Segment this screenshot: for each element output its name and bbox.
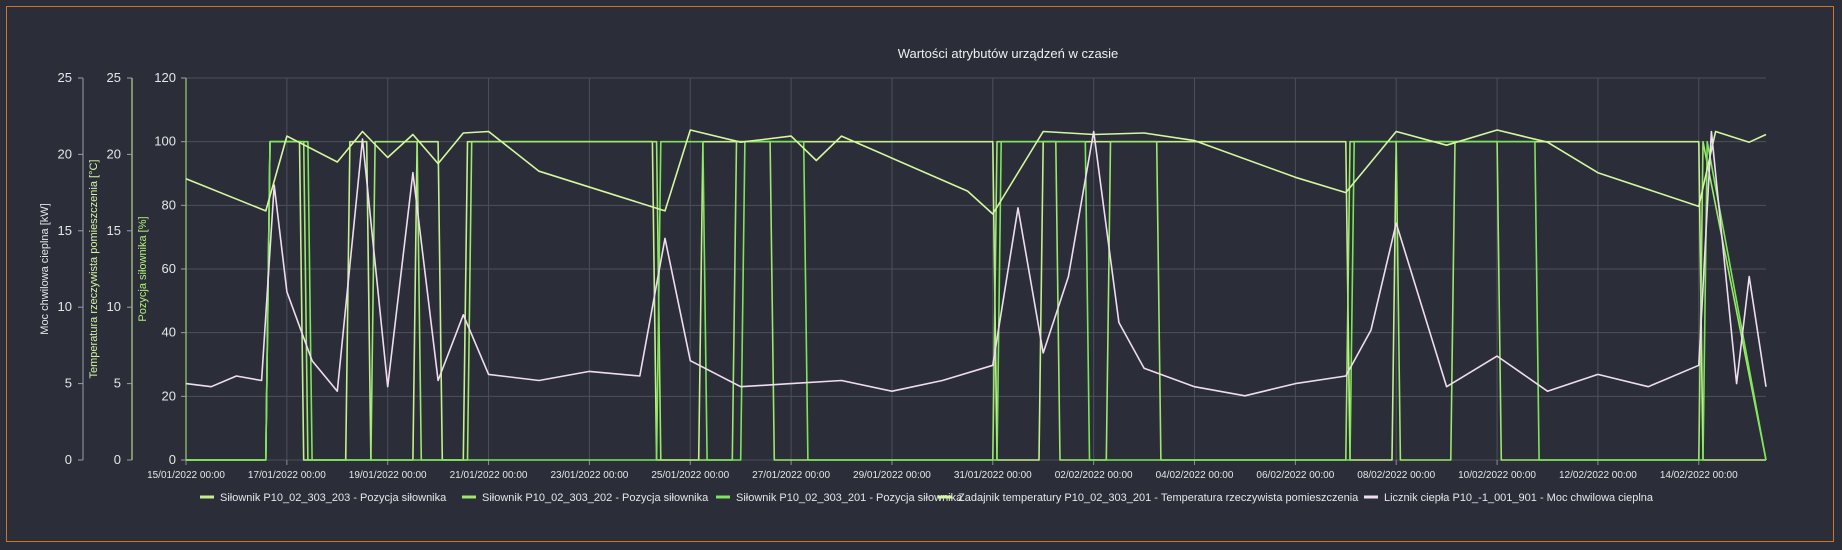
y-axis-title-temp: Temperatura rzeczywista pomieszczenia [°… — [88, 160, 100, 379]
series-line-0 — [186, 140, 1766, 461]
y-tick-label-pos-1: 20 — [162, 388, 176, 403]
series-line-1 — [186, 140, 1767, 461]
y-tick-label-power-0: 0 — [65, 452, 72, 467]
x-tick-label-6: 27/01/2022 00:00 — [752, 470, 830, 481]
legend-item-1[interactable]: Siłownik P10_02_303_202 - Pozycja siłown… — [462, 492, 709, 504]
x-tick-label-0: 15/01/2022 00:00 — [147, 470, 225, 481]
y-tick-label-pos-6: 120 — [154, 70, 176, 85]
y-tick-label-temp-0: 0 — [114, 452, 121, 467]
x-tick-label-15: 14/02/2022 00:00 — [1660, 470, 1738, 481]
y-tick-label-temp-2: 10 — [107, 299, 121, 314]
legend-item-3[interactable]: Zadajnik temperatury P10_02_303_201 - Te… — [938, 492, 1359, 504]
y-tick-label-temp-3: 15 — [107, 223, 121, 238]
legend: Siłownik P10_02_303_203 - Pozycja siłown… — [200, 492, 1654, 504]
x-tick-label-10: 04/02/2022 00:00 — [1156, 470, 1234, 481]
series-lines — [185, 129, 1767, 461]
legend-label-1: Siłownik P10_02_303_202 - Pozycja siłown… — [482, 492, 709, 504]
y-tick-label-power-4: 20 — [58, 146, 72, 161]
axes: 15/01/2022 00:00 17/01/2022 00:00 19/01/20… — [39, 70, 1738, 481]
legend-item-2[interactable]: Siłownik P10_02_303_201 - Pozycja siłown… — [716, 492, 963, 504]
y-tick-label-power-5: 25 — [58, 70, 72, 85]
chart-frame — [6, 6, 1834, 542]
y-tick-label-pos-2: 40 — [162, 325, 176, 340]
x-tick-label-5: 25/01/2022 00:00 — [651, 470, 729, 481]
legend-label-4: Licznik ciepła P10_-1_001_901 - Moc chwi… — [1384, 492, 1654, 504]
y-tick-label-pos-0: 0 — [169, 452, 176, 467]
y-tick-label-temp-1: 5 — [114, 376, 121, 391]
y-tick-label-power-1: 5 — [65, 376, 72, 391]
y-axis-title-power: Moc chwilowa cieplna [kW] — [39, 203, 51, 334]
y-tick-label-power-3: 15 — [58, 223, 72, 238]
x-tick-label-9: 02/02/2022 00:00 — [1055, 470, 1133, 481]
x-tick-label-1: 17/01/2022 00:00 — [248, 470, 326, 481]
legend-label-3: Zadajnik temperatury P10_02_303_201 - Te… — [958, 492, 1359, 504]
y-tick-label-temp-4: 20 — [107, 146, 121, 161]
legend-label-0: Siłownik P10_02_303_203 - Pozycja siłown… — [220, 492, 447, 504]
x-tick-label-11: 06/02/2022 00:00 — [1256, 470, 1334, 481]
x-tick-label-8: 31/01/2022 00:00 — [954, 470, 1032, 481]
series-line-3 — [185, 129, 1767, 215]
grid — [185, 77, 1766, 461]
x-tick-label-12: 08/02/2022 00:00 — [1357, 470, 1435, 481]
y-axis-title-pos: Pozycja siłownika [%] — [137, 216, 149, 321]
x-tick-label-3: 21/01/2022 00:00 — [450, 470, 528, 481]
x-tick-label-4: 23/01/2022 00:00 — [550, 470, 628, 481]
x-tick-label-7: 29/01/2022 00:00 — [853, 470, 931, 481]
y-tick-label-power-2: 10 — [58, 299, 72, 314]
series-line-2 — [186, 140, 1767, 461]
legend-item-4[interactable]: Licznik ciepła P10_-1_001_901 - Moc chwi… — [1364, 492, 1654, 504]
x-tick-label-14: 12/02/2022 00:00 — [1559, 470, 1637, 481]
series-line-4 — [185, 130, 1767, 397]
legend-label-2: Siłownik P10_02_303_201 - Pozycja siłown… — [736, 492, 963, 504]
chart-title: Wartości atrybutów urządzeń w czasie — [898, 46, 1119, 61]
y-tick-label-pos-3: 60 — [162, 261, 176, 276]
legend-item-0[interactable]: Siłownik P10_02_303_203 - Pozycja siłown… — [200, 492, 447, 504]
x-tick-label-2: 19/01/2022 00:00 — [349, 470, 427, 481]
y-tick-label-pos-4: 80 — [162, 197, 176, 212]
y-tick-label-pos-5: 100 — [154, 134, 176, 149]
y-tick-label-temp-5: 25 — [107, 70, 121, 85]
x-tick-label-13: 10/02/2022 00:00 — [1458, 470, 1536, 481]
